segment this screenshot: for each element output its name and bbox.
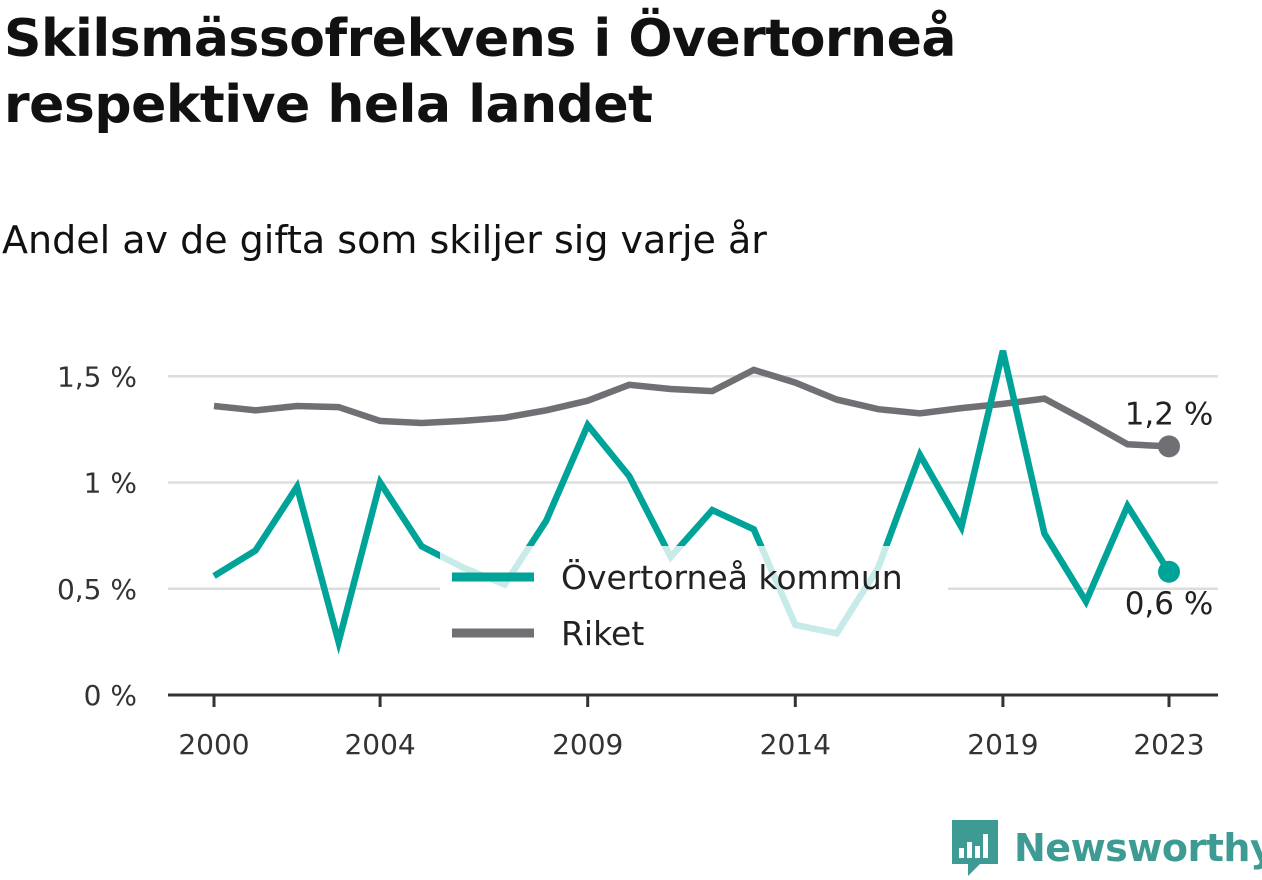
chart-title: Skilsmässofrekvens i Övertorneå respekti… (4, 9, 956, 135)
end-labels: 0,6 % 1,2 % (1125, 396, 1214, 621)
legend: Övertorneå kommun Riket (452, 557, 903, 653)
legend-background (440, 546, 948, 658)
legend-label-overtornea: Övertorneå kommun (561, 557, 903, 597)
series-lines (212, 350, 1172, 655)
x-tick-label-0: 2000 (178, 728, 249, 761)
chart-subtitle: Andel av de gifta som skiljer sig varje … (2, 218, 767, 262)
y-tick-label-1: 0,5 % (57, 573, 137, 606)
newsworthy-logo-icon (952, 820, 998, 876)
end-label-1: 1,2 % (1125, 396, 1214, 432)
x-tick-label-3: 2014 (760, 728, 831, 761)
y-tick-label-0: 0 % (84, 679, 137, 712)
series-lines-faded (214, 370, 1169, 658)
y-tick-label-2: 1 % (84, 467, 137, 500)
end-point-1 (1158, 435, 1180, 458)
brand-name: Newsworthy (1014, 826, 1262, 870)
x-tick-label-5: 2023 (1133, 728, 1204, 761)
legend-label-riket: Riket (561, 614, 644, 653)
series-line-1 (213, 366, 1170, 450)
end-point-0 (1158, 560, 1180, 583)
brand: Newsworthy (950, 816, 1262, 880)
legend-item-overtornea: Övertorneå kommun (452, 557, 903, 597)
y-tick-label-3: 1,5 % (57, 360, 137, 393)
series-line-0 (212, 350, 1172, 655)
x-tick-label-4: 2019 (967, 728, 1038, 761)
x-tick-label-2: 2009 (552, 728, 623, 761)
end-label-0: 0,6 % (1125, 586, 1214, 622)
x-tick-label-1: 2004 (344, 728, 415, 761)
axes: 0 % 0,5 % 1 % 1,5 % 2000 2004 2009 2014 2019 2023 (57, 360, 1218, 761)
legend-item-riket: Riket (452, 614, 644, 653)
series-line-faded-1 (214, 370, 1169, 447)
